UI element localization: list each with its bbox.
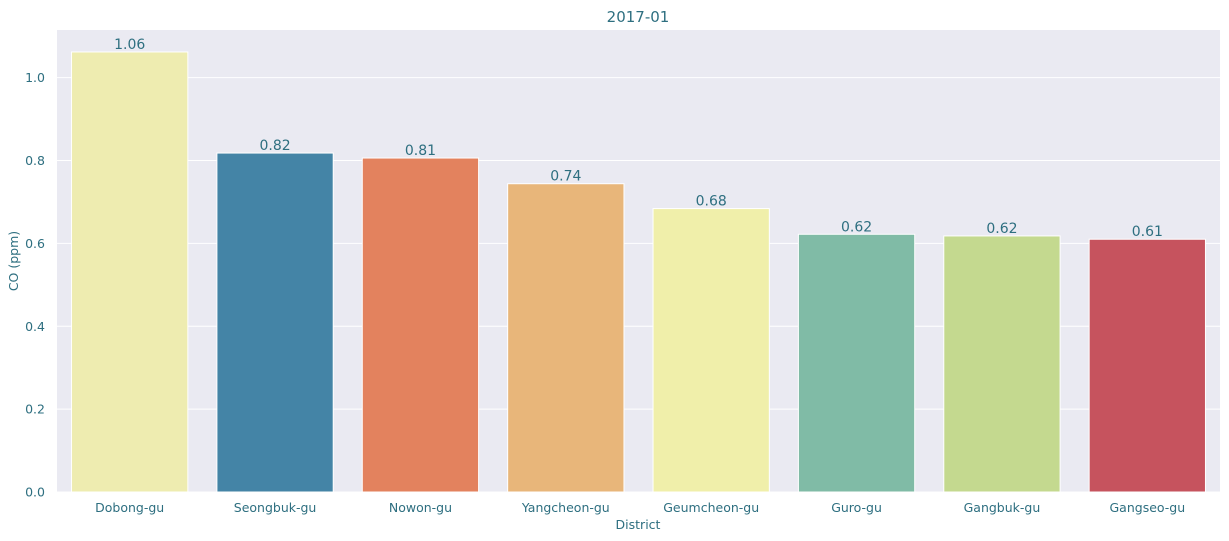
bar-value-label: 0.81 [405,143,436,159]
y-tick-label: 0.8 [25,153,45,168]
bar-value-label: 0.74 [550,169,581,185]
bar-guro-gu [797,233,916,493]
x-tick-label: Dobong-gu [95,500,164,515]
bar-gangbuk-gu [943,235,1061,493]
y-axis-label: CO (ppm) [6,231,21,291]
y-axis-ticks: 0.0 0.2 0.4 0.6 0.8 1.0 [25,70,45,499]
bar-value-label: 0.82 [259,138,290,154]
x-axis-ticks: Dobong-gu Seongbuk-gu Nowon-gu Yangcheon-gu… [95,500,1185,515]
bar-nowon-gu [361,157,480,493]
x-tick-label: Nowon-gu [389,500,452,515]
bar-value-label: 0.62 [841,219,872,235]
x-tick-label: Seongbuk-gu [234,500,317,515]
bar-labels: 1.06 0.82 0.81 0.74 0.68 0.62 0.62 0.61 [114,37,1163,240]
bar-value-label: 1.06 [114,37,145,53]
bar-seongbuk-gu [216,152,334,493]
bar-gangseo-gu [1088,238,1206,493]
y-tick-label: 1.0 [25,70,45,85]
x-tick-label: Gangbuk-gu [964,500,1041,515]
chart-title: 2017-01 [607,8,670,26]
y-tick-label: 0.6 [25,236,45,251]
x-tick-label: Guro-gu [831,500,882,515]
bar-dobong-gu [71,51,189,493]
x-tick-label: Geumcheon-gu [663,500,759,515]
bars [71,51,1206,493]
bar-value-label: 0.62 [986,221,1017,237]
bar-value-label: 0.68 [696,194,727,210]
bar-yangcheon-gu [507,183,625,493]
x-axis-label: District [616,517,661,532]
bar-value-label: 0.61 [1132,224,1163,240]
bar-geumcheon-gu [652,208,770,493]
y-tick-label: 0.2 [25,402,45,417]
x-tick-label: Gangseo-gu [1109,500,1185,515]
y-tick-label: 0.0 [25,485,45,500]
y-tick-label: 0.4 [25,319,45,334]
x-tick-label: Yangcheon-gu [521,500,610,515]
